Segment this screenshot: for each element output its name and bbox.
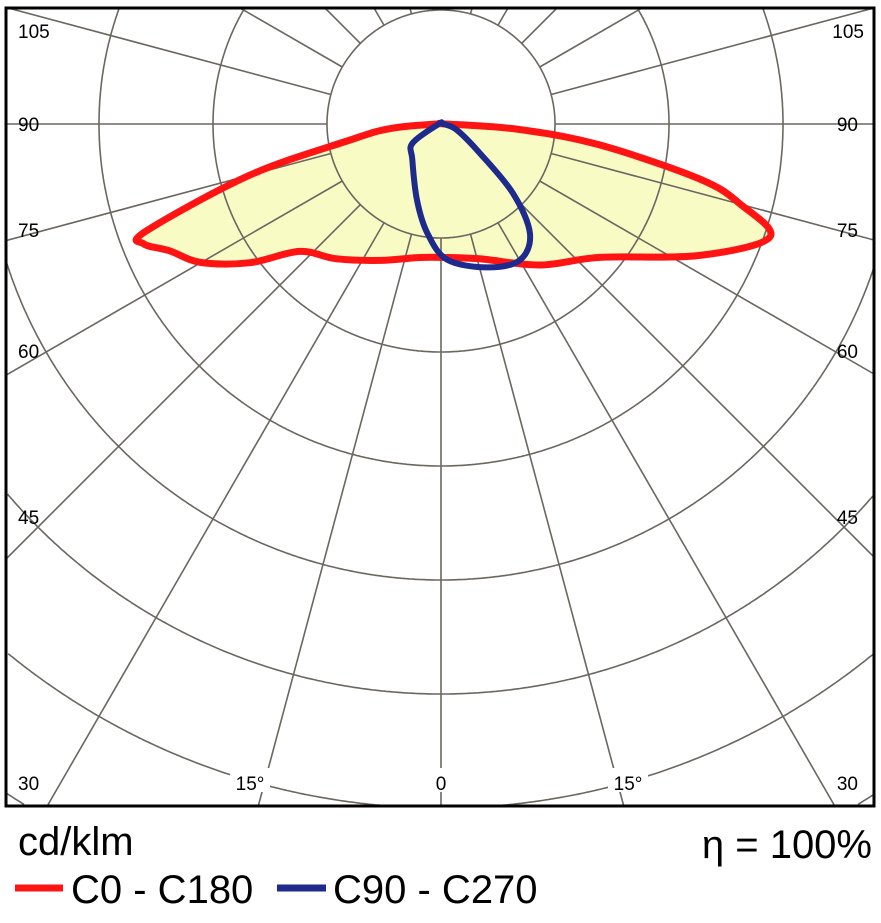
efficiency-label: η = 100% <box>702 823 872 867</box>
grid-spoke <box>373 8 385 26</box>
series-fill <box>136 123 772 266</box>
angle-label: 105 <box>832 22 864 43</box>
angle-label: 90 <box>837 115 858 136</box>
angle-label: 30 <box>837 774 858 795</box>
angle-label: 75 <box>837 221 858 242</box>
angle-label: 0 <box>436 774 447 795</box>
plot-area <box>6 8 874 806</box>
angle-labels-bottom: 15° 0 15° <box>230 768 648 795</box>
grid-spoke <box>46 222 385 806</box>
angle-label: 105 <box>18 22 50 43</box>
grid-spoke <box>257 233 413 806</box>
grid-circle <box>6 260 874 581</box>
grid-spoke <box>497 8 509 26</box>
grid-spoke <box>550 8 874 96</box>
grid-spoke <box>6 180 343 376</box>
grid-spoke <box>539 8 643 68</box>
grid-spoke <box>539 180 874 375</box>
grid-circle <box>98 8 784 467</box>
angle-label: 30 <box>18 774 39 795</box>
legend: C0 - C180 C90 - C270 <box>15 868 538 912</box>
grid-spoke <box>521 8 558 44</box>
grid-spoke <box>6 204 361 560</box>
angle-label: 60 <box>18 342 39 363</box>
plot-frame <box>4 6 876 808</box>
angle-label: 15° <box>614 774 643 795</box>
angle-label: 60 <box>837 342 858 363</box>
grid-spoke <box>497 222 836 806</box>
series-curve-c0-c180 <box>132 119 775 269</box>
grid-circle <box>6 792 874 806</box>
angle-label: 45 <box>837 508 858 529</box>
legend-label: C0 - C180 <box>71 868 253 912</box>
angle-label: 90 <box>18 115 39 136</box>
angle-label: 75 <box>18 221 39 242</box>
angle-labels-left: 105 90 75 60 45 30 <box>18 22 50 795</box>
legend-label: C90 - C270 <box>333 868 538 912</box>
grid-spoke <box>550 152 874 241</box>
grid-spoke <box>469 233 625 806</box>
angle-label: 15° <box>236 774 265 795</box>
grid-spoke <box>521 204 874 558</box>
angle-labels-right: 105 90 75 60 45 30 <box>832 22 864 795</box>
series-curve-c90-c270 <box>407 119 534 271</box>
grid-spoke <box>7 8 332 96</box>
grid-circle <box>7 653 874 806</box>
grid-spoke <box>324 8 361 44</box>
grid-spoke <box>239 8 343 68</box>
unit-label: cd/klm <box>18 820 134 864</box>
grid-circle <box>6 493 874 695</box>
angle-label: 45 <box>18 508 39 529</box>
